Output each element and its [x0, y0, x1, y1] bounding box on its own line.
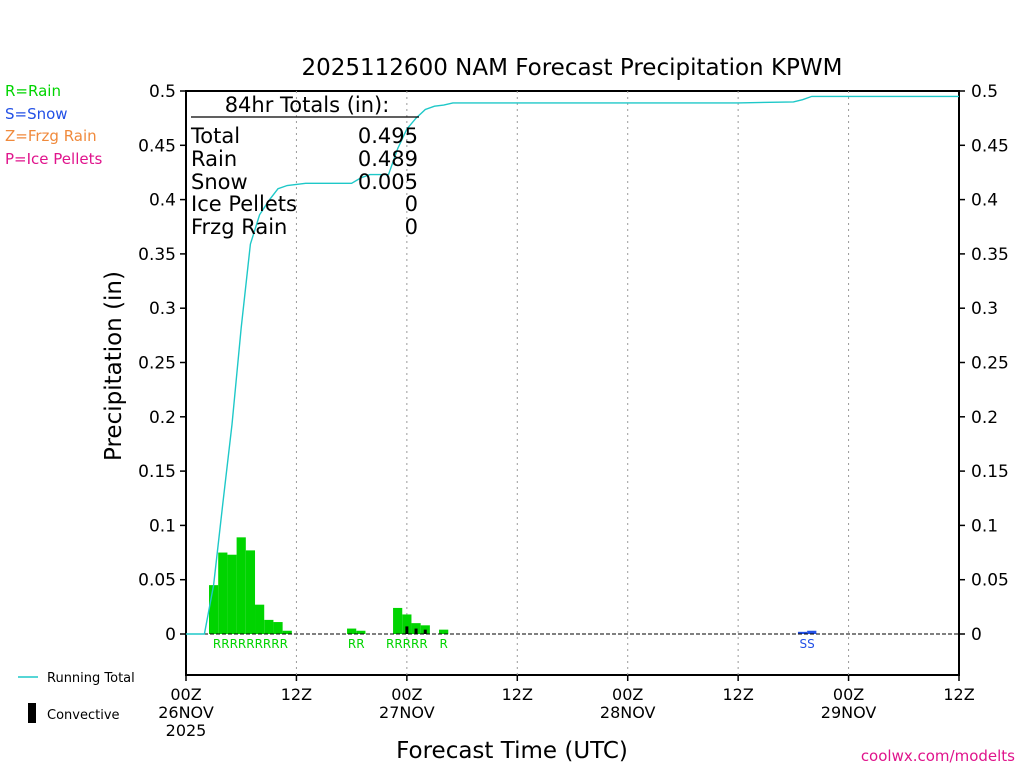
- totals-label-rain: Rain: [191, 147, 237, 171]
- precip-bar: [439, 629, 449, 634]
- y-tick-label-right: 0.35: [971, 245, 1009, 265]
- y-axis-ticks: 0 00.05 0.050.1 0.10.15 0.150.2 0.20.25 0.250.…: [138, 82, 1009, 645]
- y-tick-label-right: 0.5: [971, 82, 998, 102]
- y-tick-label-left: 0.3: [149, 299, 176, 319]
- y-tick-label-left: 0.05: [138, 571, 176, 591]
- precip-bars: [209, 537, 817, 634]
- precip-bar: [393, 607, 403, 634]
- y-tick-label-left: 0: [165, 625, 176, 645]
- precip-bar: [402, 614, 412, 634]
- totals-title: 84hr Totals (in):: [225, 93, 390, 117]
- x-tick-label: 00Z: [833, 685, 864, 704]
- precip-bar: [347, 628, 357, 634]
- precip-bar: [356, 630, 366, 634]
- precip-bar: [218, 552, 228, 634]
- x-tick-label: 27NOV: [379, 703, 435, 722]
- precip-bar: [227, 554, 237, 634]
- totals-value-snow: 0.005: [358, 170, 418, 194]
- y-tick-label-left: 0.35: [138, 245, 176, 265]
- type-legend: R=Rain S=Snow Z=Frzg Rain P=Ice Pellets: [5, 82, 102, 168]
- precip-bar: [245, 550, 256, 634]
- x-tick-label: 29NOV: [821, 703, 877, 722]
- precip-bar: [255, 604, 265, 634]
- chart-title: 2025112600 NAM Forecast Precipitation KP…: [302, 55, 843, 81]
- precip-type-label: RR: [348, 637, 365, 651]
- y-tick-label-right: 0.15: [971, 462, 1009, 482]
- convective-legend-swatch: [28, 703, 36, 723]
- y-tick-label-left: 0.5: [149, 82, 176, 102]
- legend-ice-pellets: P=Ice Pellets: [5, 150, 102, 168]
- convective-bar: [405, 626, 409, 634]
- y-tick-label-right: 0.4: [971, 191, 998, 211]
- precip-type-label: R: [439, 637, 447, 651]
- series-legend: Running Total Convective: [18, 671, 135, 723]
- y-tick-label-right: 0.45: [971, 136, 1009, 156]
- x-tick-label: 12Z: [281, 685, 312, 704]
- totals-label-snow: Snow: [191, 170, 248, 194]
- precip-bar: [236, 537, 246, 634]
- totals-label-ice-pellets: Ice Pellets: [191, 192, 297, 216]
- precip-type-label: RRRRR: [386, 637, 428, 651]
- x-tick-label: 00Z: [170, 685, 201, 704]
- y-tick-label-left: 0.15: [138, 462, 176, 482]
- y-tick-label-right: 0.2: [971, 408, 998, 428]
- convective-bars: [405, 626, 427, 634]
- precip-bar: [797, 631, 808, 634]
- y-tick-label-right: 0.25: [971, 354, 1009, 374]
- legend-snow: S=Snow: [5, 105, 68, 123]
- x-tick-label: 12Z: [502, 685, 533, 704]
- totals-value-frzg-rain: 0: [405, 215, 418, 239]
- plot-frame: [185, 90, 960, 676]
- convective-bar: [423, 629, 427, 634]
- precip-bar: [264, 619, 274, 634]
- precip-type-labels: RRRRRRRRR RR RRRRR R SS: [213, 637, 815, 651]
- x-tick-label: 00Z: [391, 685, 422, 704]
- y-axis-label: Precipitation (in): [101, 271, 127, 461]
- x-tick-label: 2025: [166, 721, 207, 740]
- totals-label-frzg-rain: Frzg Rain: [191, 215, 287, 239]
- x-tick-label: 28NOV: [600, 703, 656, 722]
- y-tick-label-left: 0.45: [138, 136, 176, 156]
- convective-bar: [414, 628, 418, 634]
- y-tick-label-right: 0.1: [971, 516, 998, 536]
- y-tick-label-right: 0.3: [971, 299, 998, 319]
- totals-label-total: Total: [190, 124, 240, 148]
- x-axis-label: Forecast Time (UTC): [396, 738, 628, 764]
- legend-frzg-rain: Z=Frzg Rain: [5, 127, 97, 145]
- y-tick-label-left: 0.1: [149, 516, 176, 536]
- x-tick-label: 00Z: [612, 685, 643, 704]
- convective-legend-label: Convective: [47, 708, 120, 723]
- running-total-legend-label: Running Total: [47, 671, 135, 686]
- x-tick-label: 12Z: [722, 685, 753, 704]
- y-tick-label-right: 0: [971, 625, 982, 645]
- credit-text: coolwx.com/modelts: [861, 747, 1015, 765]
- precip-bar: [209, 585, 219, 634]
- totals-value-rain: 0.489: [358, 147, 418, 171]
- y-tick-label-left: 0.2: [149, 408, 176, 428]
- totals-value-ice-pellets: 0: [405, 192, 418, 216]
- totals-value-total: 0.495: [358, 124, 418, 148]
- totals-box: 84hr Totals (in): Total 0.495 Rain 0.489…: [190, 93, 419, 239]
- precip-bar: [273, 622, 283, 634]
- precip-bar: [807, 630, 817, 634]
- precip-type-label: SS: [800, 637, 815, 651]
- x-tick-label: 12Z: [943, 685, 974, 704]
- x-tick-label: 26NOV: [158, 703, 214, 722]
- gridlines: [295, 91, 850, 675]
- y-tick-label-right: 0.05: [971, 571, 1009, 591]
- legend-rain: R=Rain: [5, 82, 61, 100]
- running-total-line: [186, 95, 959, 635]
- y-tick-label-left: 0.4: [149, 191, 176, 211]
- y-tick-label-left: 0.25: [138, 354, 176, 374]
- precip-type-label: RRRRRRRRR: [213, 637, 288, 651]
- precip-bar: [282, 630, 292, 634]
